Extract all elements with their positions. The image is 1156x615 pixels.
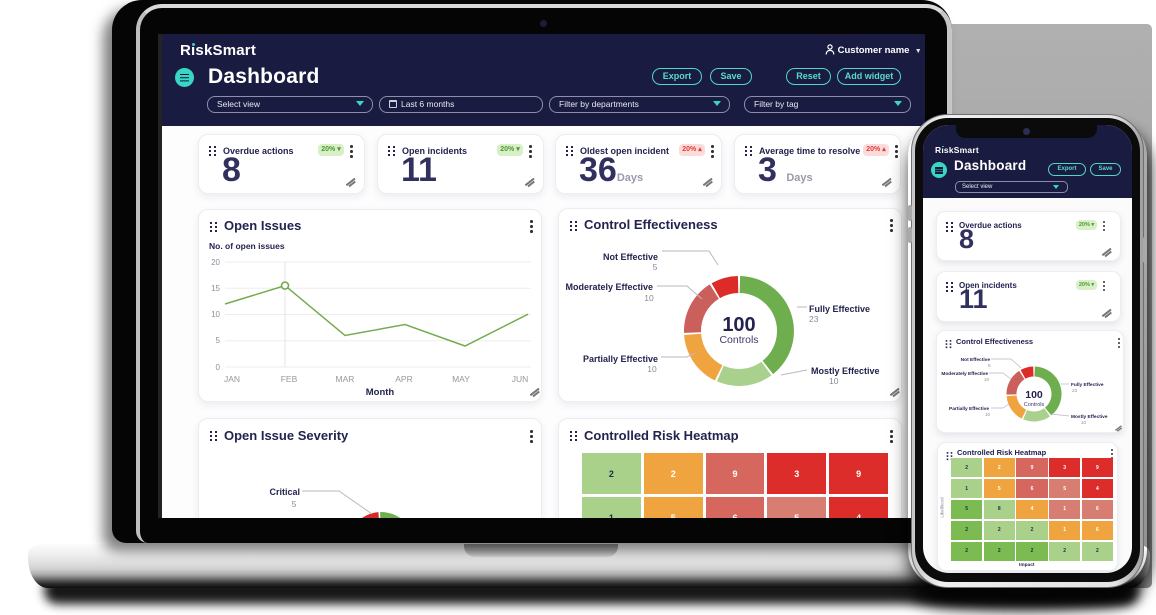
svg-text:10: 10 — [985, 412, 991, 417]
svg-text:10: 10 — [647, 364, 657, 374]
svg-text:Critical: Critical — [269, 487, 300, 497]
svg-text:10: 10 — [829, 376, 839, 386]
svg-text:20: 20 — [211, 258, 220, 267]
svg-text:FEB: FEB — [281, 374, 298, 384]
svg-text:JAN: JAN — [224, 374, 240, 384]
svg-text:10: 10 — [984, 377, 990, 382]
svg-text:10: 10 — [644, 293, 654, 303]
svg-text:23: 23 — [809, 314, 819, 324]
svg-text:10: 10 — [1081, 420, 1087, 425]
svg-text:Controls: Controls — [719, 334, 758, 346]
svg-text:5: 5 — [216, 336, 221, 345]
svg-text:Moderately Effective: Moderately Effective — [565, 282, 653, 292]
svg-text:100: 100 — [722, 314, 755, 336]
svg-text:Moderately Effective: Moderately Effective — [941, 371, 988, 377]
svg-text:Fully Effective: Fully Effective — [1071, 382, 1104, 388]
svg-text:23: 23 — [1072, 388, 1078, 393]
svg-text:Partially Effective: Partially Effective — [949, 406, 989, 412]
svg-text:0: 0 — [216, 363, 221, 372]
svg-text:5: 5 — [653, 262, 658, 272]
svg-text:Month: Month — [366, 387, 395, 398]
svg-text:APR: APR — [395, 374, 412, 384]
svg-text:5: 5 — [292, 499, 297, 509]
svg-text:15: 15 — [211, 284, 220, 293]
svg-text:Controls: Controls — [1024, 402, 1045, 408]
svg-text:Mostly Effective: Mostly Effective — [1071, 414, 1108, 420]
svg-text:MAY: MAY — [452, 374, 470, 384]
svg-text:MAR: MAR — [336, 374, 355, 384]
svg-text:Partially Effective: Partially Effective — [583, 354, 658, 364]
svg-text:Fully Effective: Fully Effective — [809, 304, 870, 314]
svg-text:5: 5 — [988, 363, 991, 368]
svg-text:Mostly Effective: Mostly Effective — [811, 366, 880, 376]
svg-text:10: 10 — [211, 310, 220, 319]
svg-text:Not Effective: Not Effective — [603, 252, 658, 262]
svg-text:JUN: JUN — [512, 374, 529, 384]
svg-text:100: 100 — [1025, 389, 1043, 401]
svg-text:Not Effective: Not Effective — [961, 357, 991, 363]
